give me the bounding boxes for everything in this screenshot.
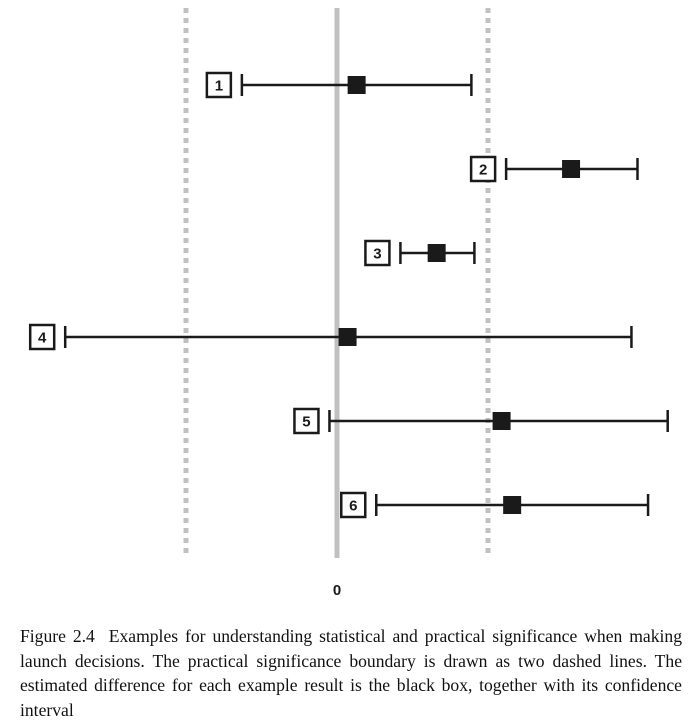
estimate-marker-1	[347, 76, 366, 94]
result-row-1: 1	[205, 71, 473, 99]
result-row-6: 6	[340, 491, 650, 519]
result-label-box-2	[469, 155, 497, 183]
result-label-box-6	[340, 491, 367, 519]
estimate-marker-3	[427, 244, 446, 262]
estimate-marker-5	[492, 412, 511, 430]
zero-axis-label: 0	[333, 582, 341, 599]
result-label-1: 1	[215, 78, 223, 95]
estimate-marker-6	[503, 496, 522, 514]
result-label-5: 5	[302, 414, 310, 431]
result-label-box-4	[28, 323, 56, 351]
figure-caption: Figure 2.4 Examples for understanding st…	[20, 624, 682, 722]
result-label-4: 4	[38, 330, 47, 347]
result-label-3: 3	[373, 246, 381, 263]
result-row-3: 3	[364, 239, 476, 267]
result-row-5: 5	[293, 407, 669, 435]
result-label-box-1	[205, 71, 233, 99]
result-label-2: 2	[479, 162, 487, 179]
figure-label: Figure 2.4	[20, 626, 95, 646]
result-label-box-5	[293, 407, 320, 435]
reference-lines	[183, 8, 491, 558]
result-row-2: 2	[469, 155, 639, 183]
result-row-4: 4	[28, 323, 633, 351]
estimate-marker-2	[562, 160, 581, 178]
results-group: 1 2 3 4 5 6	[28, 71, 669, 519]
result-label-box-3	[364, 239, 391, 267]
result-label-6: 6	[349, 498, 357, 515]
estimate-marker-4	[338, 328, 357, 346]
interval-chart: 1 2 3 4 5 6 0	[28, 8, 669, 599]
caption-text: Examples for understanding statistical a…	[20, 626, 683, 720]
